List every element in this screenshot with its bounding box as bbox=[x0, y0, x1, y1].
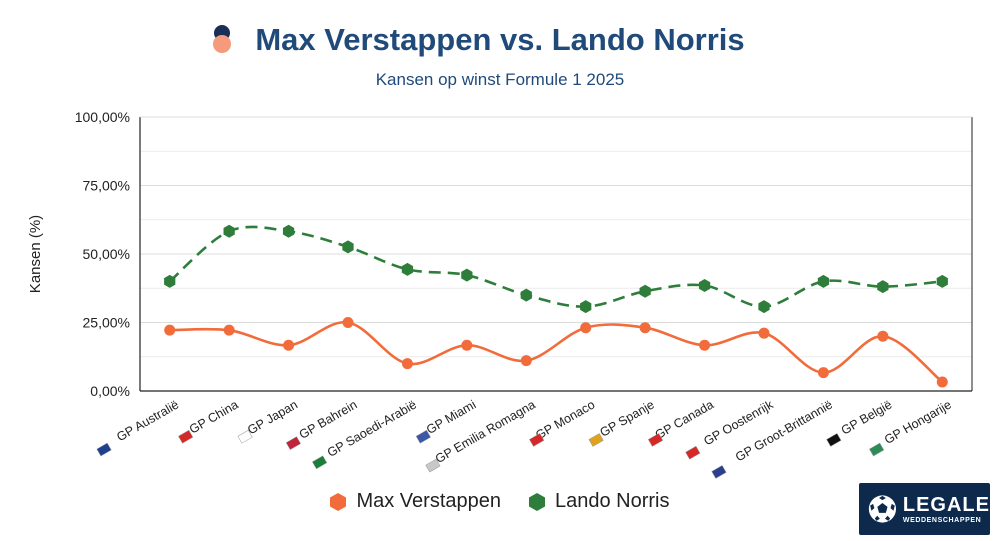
chart-legend: Max Verstappen Lando Norris bbox=[0, 490, 1000, 513]
data-point-norris bbox=[877, 280, 889, 294]
soccer-ball-icon bbox=[868, 495, 897, 523]
x-tick-label: GP China bbox=[187, 397, 241, 436]
data-point-verstappen bbox=[461, 339, 473, 351]
x-tick-label: GP Japan bbox=[245, 397, 300, 437]
data-point-norris bbox=[580, 300, 592, 314]
flag-icon bbox=[529, 433, 545, 447]
flag-icon bbox=[312, 455, 328, 470]
data-point-verstappen bbox=[936, 376, 948, 388]
data-point-verstappen bbox=[283, 339, 295, 351]
page-subtitle: Kansen op winst Formule 1 2025 bbox=[375, 70, 625, 89]
data-point-verstappen bbox=[877, 330, 889, 342]
x-tick-label: GP Emilia Romagna bbox=[433, 397, 538, 466]
flag-icon bbox=[685, 445, 701, 460]
data-point-verstappen bbox=[817, 367, 829, 379]
flag-icon bbox=[237, 429, 253, 444]
y-tick-label: 50,00% bbox=[83, 246, 130, 262]
flag-icon bbox=[588, 433, 604, 447]
flag-icon bbox=[647, 433, 664, 447]
y-tick-label: 0,00% bbox=[90, 383, 130, 399]
data-point-norris bbox=[223, 224, 235, 238]
flag-icon bbox=[178, 429, 194, 444]
badge-subtitle: WEDDENSCHAPPEN bbox=[902, 516, 982, 524]
data-point-norris bbox=[520, 288, 532, 302]
data-point-verstappen bbox=[401, 358, 413, 370]
x-tick-label: GP Hongarije bbox=[882, 397, 954, 447]
data-point-norris bbox=[342, 240, 354, 254]
x-tick-label: GP Groot-Brittannië bbox=[733, 397, 835, 464]
page-title: Max Verstappen vs. Lando Norris bbox=[255, 22, 745, 57]
legend-marker-verstappen bbox=[330, 492, 347, 511]
legale-weddenschappen-logo: LEGALE WEDDENSCHAPPEN bbox=[859, 483, 990, 535]
data-point-norris bbox=[282, 224, 295, 238]
legend-item-norris: Lando Norris bbox=[529, 490, 670, 513]
x-tick-label: GP Monaco bbox=[533, 397, 597, 442]
driver-helmet-icon bbox=[213, 25, 231, 53]
data-point-norris bbox=[758, 300, 770, 314]
flag-icon bbox=[96, 442, 112, 457]
y-axis-title: Kansen (%) bbox=[27, 215, 44, 293]
badge-title: LEGALE bbox=[902, 493, 990, 516]
data-point-verstappen bbox=[758, 327, 770, 339]
y-tick-label: 25,00% bbox=[83, 315, 130, 331]
data-point-verstappen bbox=[699, 339, 711, 351]
x-tick-label: GP Spanje bbox=[597, 397, 656, 439]
flag-icon bbox=[711, 465, 727, 479]
data-point-norris bbox=[936, 274, 948, 288]
data-point-norris bbox=[461, 268, 473, 282]
data-point-norris bbox=[639, 284, 651, 298]
legend-item-verstappen: Max Verstappen bbox=[330, 490, 501, 513]
data-point-norris bbox=[164, 274, 176, 288]
data-point-verstappen bbox=[223, 324, 235, 336]
flag-icon bbox=[869, 442, 885, 457]
data-point-verstappen bbox=[520, 355, 532, 367]
data-point-norris bbox=[817, 274, 830, 288]
legend-marker-norris bbox=[529, 492, 545, 511]
flag-icon bbox=[415, 429, 431, 444]
data-point-verstappen bbox=[164, 324, 176, 336]
data-point-norris bbox=[698, 279, 711, 293]
data-point-norris bbox=[401, 262, 414, 276]
legend-label-norris: Lando Norris bbox=[555, 490, 670, 512]
flag-icon bbox=[826, 433, 842, 447]
flag-icon bbox=[425, 458, 441, 473]
x-tick-label: GP Australië bbox=[114, 397, 181, 444]
flag-icon bbox=[285, 436, 301, 450]
data-point-verstappen bbox=[342, 317, 354, 328]
data-point-verstappen bbox=[580, 322, 592, 334]
data-point-verstappen bbox=[639, 322, 651, 334]
y-tick-label: 100,00% bbox=[75, 109, 130, 125]
legend-label-verstappen: Max Verstappen bbox=[356, 490, 501, 512]
series-line-norris bbox=[168, 225, 943, 308]
y-tick-label: 75,00% bbox=[83, 178, 130, 194]
line-chart: 0,00% 25,00% 50,00% 75,00% 100,00% Kansen (%)… bbox=[27, 109, 973, 479]
x-tick-label: GP Miami bbox=[424, 397, 478, 436]
